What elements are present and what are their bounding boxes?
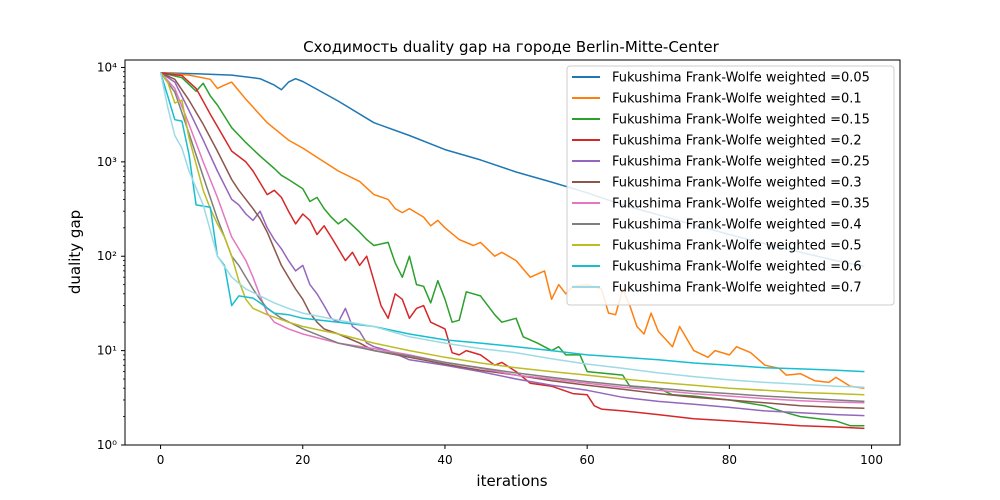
legend-label-8: Fukushima Frank-Wolfe weighted =0.4: [612, 218, 862, 233]
legend: Fukushima Frank-Wolfe weighted =0.05 Fuku…: [566, 65, 895, 306]
legend-label-6: Fukushima Frank-Wolfe weighted =0.3: [612, 176, 862, 191]
legend-label-10: Fukushima Frank-Wolfe weighted =0.6: [612, 260, 862, 275]
y-axis-label: duality gap: [66, 210, 84, 294]
legend-label-7: Fukushima Frank-Wolfe weighted =0.35: [612, 197, 870, 212]
legend-label-4: Fukushima Frank-Wolfe weighted =0.2: [612, 134, 862, 149]
x-tick-label: 100: [860, 453, 883, 467]
legend-label-11: Fukushima Frank-Wolfe weighted =0.7: [612, 281, 862, 296]
legend-label-9: Fukushima Frank-Wolfe weighted =0.5: [612, 239, 862, 254]
plot-frame: [124, 59, 901, 446]
x-tick-label: 40: [437, 453, 452, 467]
y-tick-label: 10¹: [97, 344, 117, 358]
chart-title: Сходимость duality gap на городе Berlin-…: [303, 38, 719, 56]
legend-label-3: Fukushima Frank-Wolfe weighted =0.15: [612, 113, 870, 128]
y-tick-label: 10⁴: [97, 60, 117, 74]
series-line-9: [160, 72, 865, 396]
x-axis-label: iterations: [476, 472, 547, 490]
y-tick-label: 10²: [97, 249, 117, 263]
x-tick-label: 60: [580, 453, 595, 467]
x-tick-label: 80: [722, 453, 737, 467]
x-axis: 0 20 40 60 80 100: [157, 445, 883, 467]
series-line-7: [160, 72, 865, 404]
y-tick-label: 10³: [97, 155, 117, 169]
x-tick-label: 0: [157, 453, 165, 467]
series-line-4: [160, 71, 865, 430]
y-axis: 10⁰ 10¹ 10² 10³ 10⁴: [97, 60, 125, 452]
series-line-10: [159, 72, 865, 373]
plot-area: [159, 71, 865, 430]
legend-label-1: Fukushima Frank-Wolfe weighted =0.05: [612, 71, 870, 86]
x-tick-label: 20: [295, 453, 310, 467]
legend-box: [566, 65, 895, 306]
series-line-2: [160, 71, 865, 389]
series-line-11: [159, 72, 865, 388]
legend-label-2: Fukushima Frank-Wolfe weighted =0.1: [612, 92, 862, 107]
y-tick-label: 10⁰: [97, 438, 117, 452]
legend-label-5: Fukushima Frank-Wolfe weighted =0.25: [612, 155, 870, 170]
series-line-6: [160, 72, 865, 410]
